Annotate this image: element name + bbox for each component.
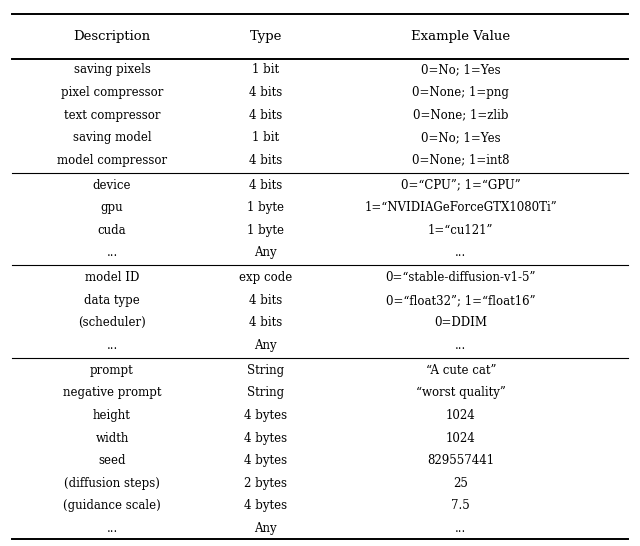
Text: ...: ...: [106, 339, 118, 352]
Text: ...: ...: [106, 521, 118, 535]
Text: Any: Any: [254, 339, 277, 352]
Text: 0=None; 1=zlib: 0=None; 1=zlib: [413, 109, 509, 122]
Text: 4 bytes: 4 bytes: [244, 499, 287, 512]
Text: model compressor: model compressor: [57, 153, 167, 167]
Text: (guidance scale): (guidance scale): [63, 499, 161, 512]
Text: cuda: cuda: [98, 224, 126, 237]
Text: String: String: [247, 387, 284, 400]
Text: data type: data type: [84, 294, 140, 307]
Text: ...: ...: [106, 246, 118, 259]
Text: 0=“CPU”; 1=“GPU”: 0=“CPU”; 1=“GPU”: [401, 179, 521, 192]
Text: 0=No; 1=Yes: 0=No; 1=Yes: [421, 131, 500, 144]
Text: pixel compressor: pixel compressor: [61, 86, 163, 99]
Text: Any: Any: [254, 246, 277, 259]
Text: Description: Description: [74, 29, 150, 43]
Text: ...: ...: [455, 246, 467, 259]
Text: saving model: saving model: [73, 131, 151, 144]
Text: 4 bits: 4 bits: [249, 179, 282, 192]
Text: 4 bits: 4 bits: [249, 109, 282, 122]
Text: device: device: [93, 179, 131, 192]
Text: 2 bytes: 2 bytes: [244, 477, 287, 490]
Text: (scheduler): (scheduler): [78, 316, 146, 329]
Text: text compressor: text compressor: [64, 109, 160, 122]
Text: 0=No; 1=Yes: 0=No; 1=Yes: [421, 63, 500, 76]
Text: model ID: model ID: [85, 271, 139, 284]
Text: 1=“cu121”: 1=“cu121”: [428, 224, 493, 237]
Text: Type: Type: [250, 29, 282, 43]
Text: 4 bytes: 4 bytes: [244, 409, 287, 422]
Text: 1 bit: 1 bit: [252, 131, 279, 144]
Text: 0=None; 1=int8: 0=None; 1=int8: [412, 153, 509, 167]
Text: (diffusion steps): (diffusion steps): [64, 477, 160, 490]
Text: negative prompt: negative prompt: [63, 387, 161, 400]
Text: ...: ...: [455, 339, 467, 352]
Text: “A cute cat”: “A cute cat”: [426, 364, 496, 377]
Text: 1=“NVIDIAGeForceGTX1080Ti”: 1=“NVIDIAGeForceGTX1080Ti”: [364, 201, 557, 214]
Text: Example Value: Example Value: [412, 29, 510, 43]
Text: width: width: [95, 431, 129, 444]
Text: 4 bits: 4 bits: [249, 86, 282, 99]
Text: 1 byte: 1 byte: [247, 201, 284, 214]
Text: Any: Any: [254, 521, 277, 535]
Text: 7.5: 7.5: [451, 499, 470, 512]
Text: 4 bits: 4 bits: [249, 153, 282, 167]
Text: 1024: 1024: [446, 409, 476, 422]
Text: “worst quality”: “worst quality”: [416, 387, 506, 400]
Text: 0=DDIM: 0=DDIM: [435, 316, 487, 329]
Text: exp code: exp code: [239, 271, 292, 284]
Text: 1 bit: 1 bit: [252, 63, 279, 76]
Text: height: height: [93, 409, 131, 422]
Text: 4 bytes: 4 bytes: [244, 431, 287, 444]
Text: 829557441: 829557441: [428, 454, 494, 467]
Text: String: String: [247, 364, 284, 377]
Text: 0=“float32”; 1=“float16”: 0=“float32”; 1=“float16”: [386, 294, 536, 307]
Text: 1 byte: 1 byte: [247, 224, 284, 237]
Text: seed: seed: [99, 454, 125, 467]
Text: prompt: prompt: [90, 364, 134, 377]
Text: 0=“stable-diffusion-v1-5”: 0=“stable-diffusion-v1-5”: [385, 271, 536, 284]
Text: saving pixels: saving pixels: [74, 63, 150, 76]
Text: 4 bits: 4 bits: [249, 294, 282, 307]
Text: gpu: gpu: [100, 201, 124, 214]
Text: 25: 25: [453, 477, 468, 490]
Text: 1024: 1024: [446, 431, 476, 444]
Text: ...: ...: [455, 521, 467, 535]
Text: 4 bits: 4 bits: [249, 316, 282, 329]
Text: 4 bytes: 4 bytes: [244, 454, 287, 467]
Text: 0=None; 1=png: 0=None; 1=png: [412, 86, 509, 99]
